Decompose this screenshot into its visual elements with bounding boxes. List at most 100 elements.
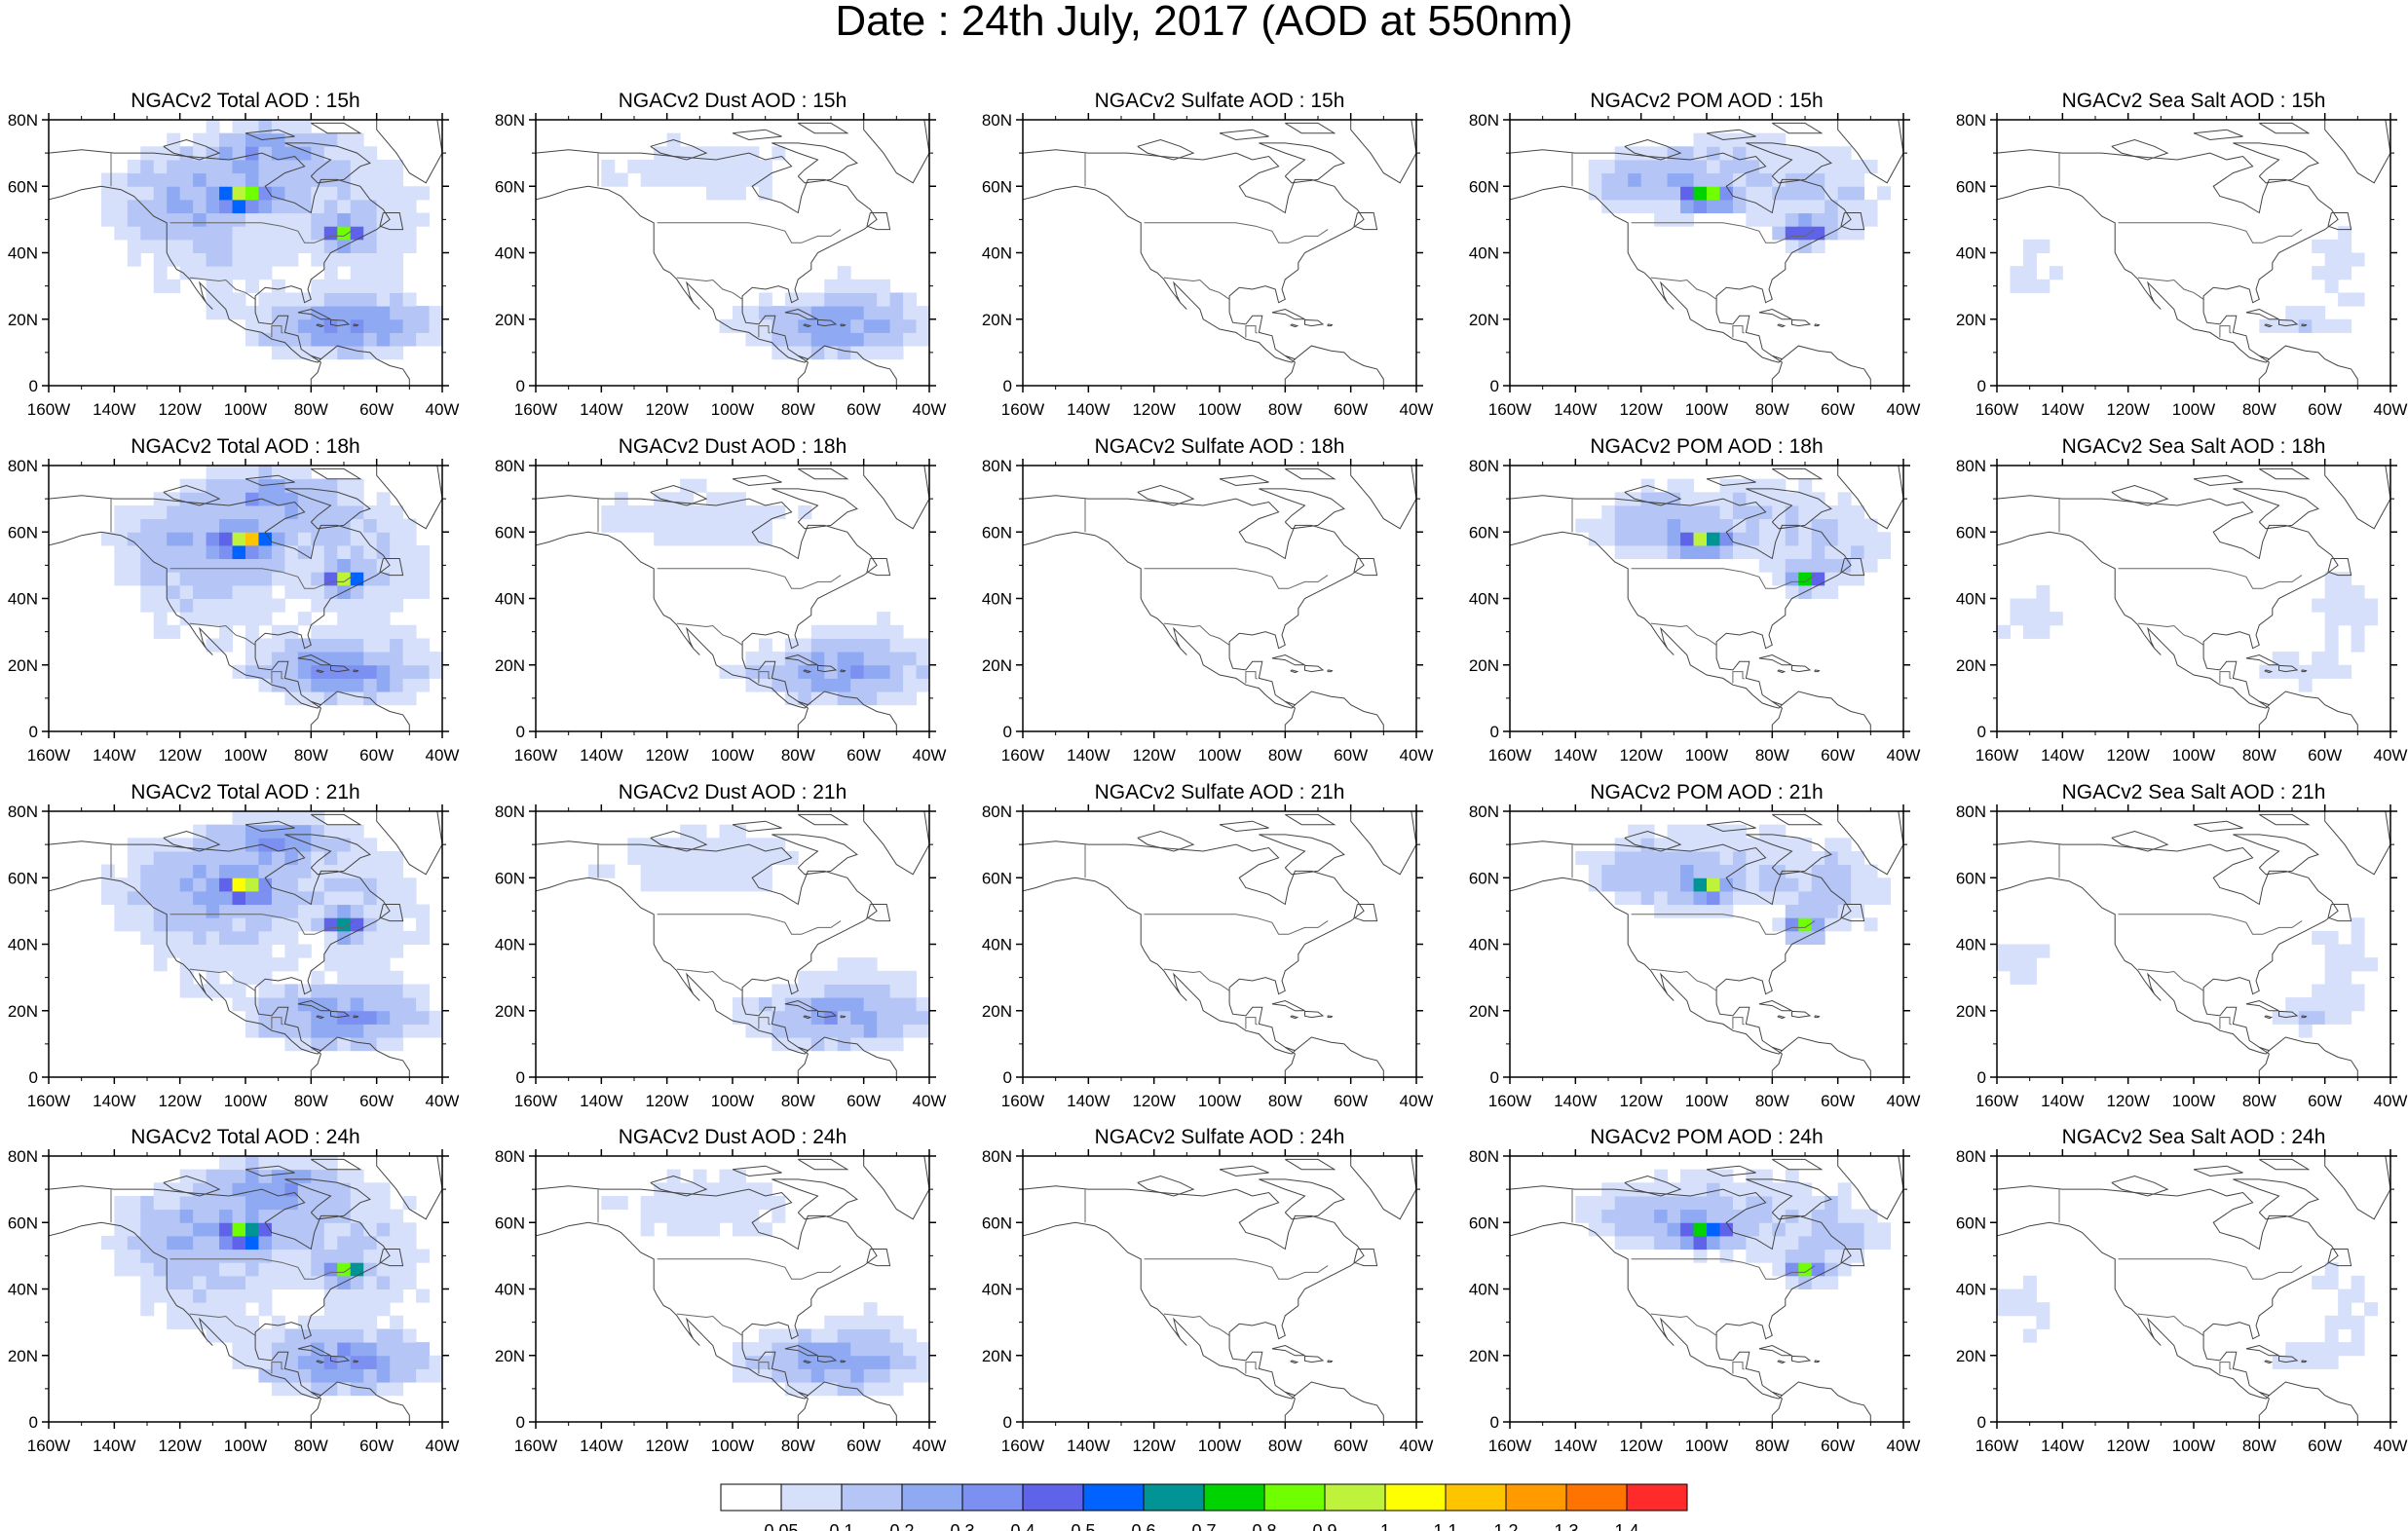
y-tick-label: 80N	[495, 111, 525, 130]
coastline-island	[771, 834, 858, 876]
country-border	[2118, 568, 2303, 589]
x-tick-label: 140W	[93, 1092, 135, 1110]
coastline-north-america	[49, 1185, 391, 1400]
y-tick-label: 40N	[1956, 936, 1986, 954]
country-border	[676, 622, 743, 646]
coastline-island	[1327, 323, 1334, 327]
x-tick-label: 120W	[1132, 1092, 1175, 1110]
coastline-island	[311, 122, 362, 134]
y-tick-label: 40N	[982, 244, 1012, 263]
y-tick-label: 80N	[8, 457, 38, 475]
x-tick-label: 140W	[93, 400, 135, 419]
x-tick-label: 100W	[1198, 746, 1241, 765]
x-tick-label: 60W	[1821, 400, 1855, 419]
country-border	[1163, 1313, 1230, 1336]
coastline-island	[284, 142, 371, 184]
y-tick-label: 0	[1977, 723, 1986, 741]
country-border	[1163, 277, 1230, 300]
coastline-island	[1285, 813, 1336, 826]
country-border	[2137, 968, 2204, 991]
y-tick-label: 80N	[8, 111, 38, 130]
aod-field	[1588, 132, 1892, 253]
coastline-island	[1271, 1344, 1305, 1357]
coastline-island	[1777, 669, 1787, 674]
coastline-island	[2264, 323, 2274, 328]
map-panel: NGACv2 Dust AOD : 15h 160W 140W 120W 100W 80W…	[495, 90, 947, 419]
x-tick-label: 40W	[2374, 1437, 2408, 1455]
coastline-island	[1837, 811, 1903, 876]
aod-field	[601, 478, 929, 706]
coastline-island	[1791, 1355, 1812, 1363]
coastline-island	[2111, 138, 2169, 161]
coastline-south-america	[1771, 691, 1871, 731]
coastline-island	[2245, 1344, 2279, 1357]
aod-field	[1575, 1169, 1892, 1289]
coastline-island	[1837, 120, 1903, 184]
country-border	[1245, 1362, 1258, 1374]
x-tick-label: 160W	[1001, 1437, 1044, 1455]
country-border	[1650, 1313, 1717, 1336]
country-border	[657, 1258, 842, 1280]
coastline-island	[1304, 1355, 1325, 1363]
coastline-island	[732, 129, 782, 141]
coastline-island	[2324, 466, 2390, 530]
y-tick-label: 60N	[8, 1214, 38, 1232]
y-tick-label: 0	[29, 1068, 38, 1087]
coastline-island	[784, 308, 818, 320]
coastline-north-america	[49, 840, 391, 1055]
y-tick-label: 80N	[1956, 1147, 1986, 1166]
x-tick-label: 160W	[1975, 746, 2018, 765]
coastline-island	[163, 484, 221, 506]
coastline-island	[1840, 1249, 1865, 1267]
country-border	[2118, 1258, 2303, 1280]
y-tick-label: 40N	[495, 244, 525, 263]
coastline-island	[2233, 1178, 2319, 1220]
x-tick-label: 40W	[426, 1092, 460, 1110]
x-tick-label: 60W	[1334, 400, 1368, 419]
x-tick-label: 100W	[711, 400, 754, 419]
y-tick-label: 60N	[495, 177, 525, 196]
x-tick-label: 40W	[1887, 1437, 1921, 1455]
x-tick-label: 140W	[1554, 400, 1597, 419]
coastline-island	[1353, 1249, 1378, 1267]
y-tick-label: 60N	[1956, 869, 1986, 887]
x-tick-label: 120W	[2106, 1437, 2149, 1455]
country-border	[1245, 325, 1258, 338]
x-tick-label: 80W	[781, 1092, 815, 1110]
country-border	[271, 1362, 283, 1374]
panel-title: NGACv2 POM AOD : 18h	[1590, 435, 1823, 458]
map-panel: NGACv2 POM AOD : 18h 160W 140W 120W 100W 80W 6…	[1469, 435, 1921, 765]
country-border	[1732, 1362, 1745, 1374]
coastline-island	[650, 138, 708, 161]
coastline-island	[817, 318, 838, 327]
colorbar-box	[780, 1483, 843, 1512]
y-tick-label: 20N	[1956, 656, 1986, 675]
coastline-island	[2245, 308, 2279, 320]
colorbar-label: 0.6	[1131, 1521, 1155, 1531]
x-tick-label: 100W	[2172, 1092, 2215, 1110]
map-panel: NGACv2 Sea Salt AOD : 18h 160W 140W 120W 100…	[1956, 435, 2408, 765]
coastline-island	[1285, 467, 1336, 480]
colorbar-label: 1.1	[1433, 1521, 1457, 1531]
country-border	[1163, 622, 1230, 646]
coastline-island	[1791, 664, 1812, 673]
coastline-north-america	[1510, 840, 1852, 1055]
x-tick-label: 80W	[781, 1437, 815, 1455]
coastline-island	[245, 129, 295, 141]
x-tick-label: 80W	[1755, 1437, 1789, 1455]
coastline-south-america	[2258, 691, 2358, 731]
coastline-island	[163, 830, 221, 852]
coastline-south-america	[797, 345, 897, 386]
x-tick-label: 60W	[847, 400, 881, 419]
coastline-island	[1219, 820, 1269, 833]
coastline-island	[1840, 904, 1865, 922]
coastline-island	[1353, 904, 1378, 922]
x-tick-label: 60W	[1821, 746, 1855, 765]
coastline-island	[1840, 212, 1865, 231]
coastline-island	[1350, 466, 1416, 530]
y-tick-label: 40N	[1469, 590, 1499, 609]
y-tick-label: 80N	[982, 803, 1012, 821]
coastline-south-america	[1284, 345, 1384, 386]
x-tick-label: 60W	[2308, 1092, 2342, 1110]
y-tick-label: 20N	[495, 1347, 525, 1365]
